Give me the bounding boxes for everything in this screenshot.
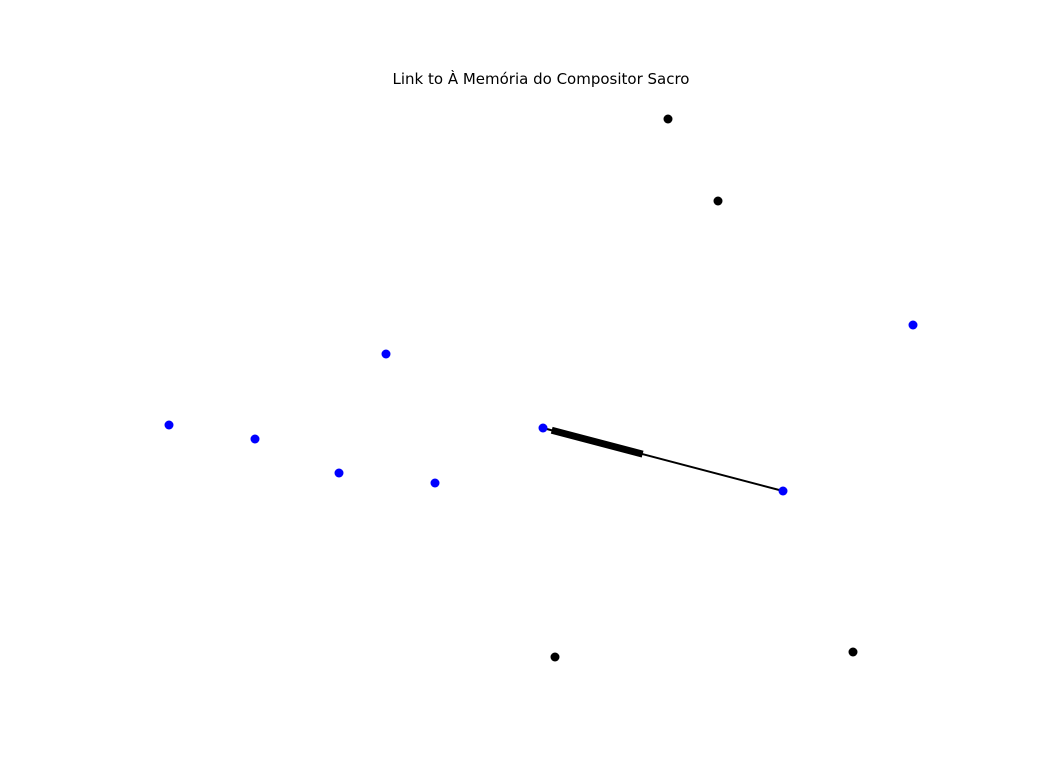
node-b6 <box>908 320 918 330</box>
node-center <box>538 423 548 433</box>
nodes-layer <box>164 114 918 662</box>
node-k2 <box>713 196 723 206</box>
node-k4 <box>848 647 858 657</box>
node-b1 <box>381 349 391 359</box>
edges-layer <box>542 426 784 492</box>
edge-target-center <box>542 426 784 492</box>
node-b2 <box>164 420 174 430</box>
node-target <box>778 486 788 496</box>
graph-title: Link to À Memória do Compositor Sacro <box>393 69 690 88</box>
edge-arrowhead <box>550 426 644 458</box>
node-b5 <box>430 478 440 488</box>
node-k1 <box>663 114 673 124</box>
node-k3 <box>550 652 560 662</box>
node-b3 <box>250 434 260 444</box>
node-b4 <box>334 468 344 478</box>
